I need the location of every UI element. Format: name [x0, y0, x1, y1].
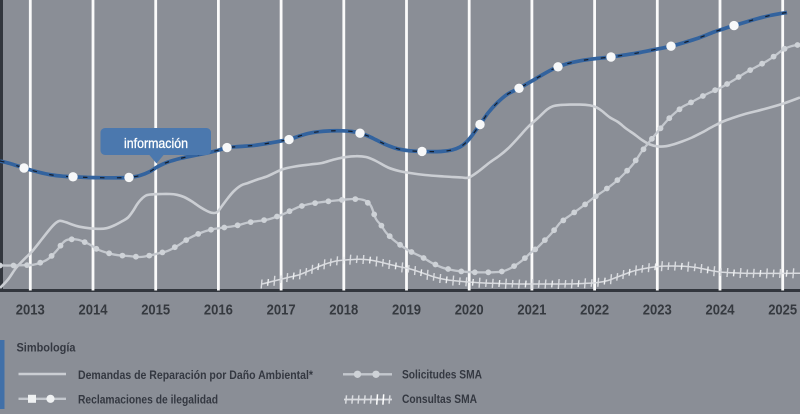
- svg-text:2019: 2019: [392, 303, 421, 319]
- svg-text:2020: 2020: [455, 303, 484, 319]
- svg-text:información: información: [124, 135, 188, 151]
- svg-text:2025: 2025: [768, 303, 797, 319]
- svg-text:Solicitudes SMA: Solicitudes SMA: [402, 367, 482, 381]
- svg-text:Simbología: Simbología: [17, 341, 76, 355]
- svg-text:Consultas SMA: Consultas SMA: [402, 392, 477, 406]
- svg-text:2017: 2017: [267, 303, 296, 319]
- svg-text:2021: 2021: [517, 303, 546, 319]
- svg-text:2022: 2022: [580, 303, 609, 319]
- svg-text:2014: 2014: [79, 303, 108, 319]
- svg-text:2024: 2024: [706, 303, 735, 319]
- svg-text:2023: 2023: [643, 303, 672, 319]
- svg-text:2016: 2016: [204, 303, 233, 319]
- svg-text:2015: 2015: [141, 303, 170, 319]
- svg-text:Reclamaciones de ilegalidad: Reclamaciones de ilegalidad: [78, 392, 218, 406]
- svg-text:2013: 2013: [16, 303, 45, 319]
- svg-text:Demandas de Reparación por Dañ: Demandas de Reparación por Daño Ambienta…: [78, 368, 313, 382]
- svg-text:2018: 2018: [329, 303, 358, 319]
